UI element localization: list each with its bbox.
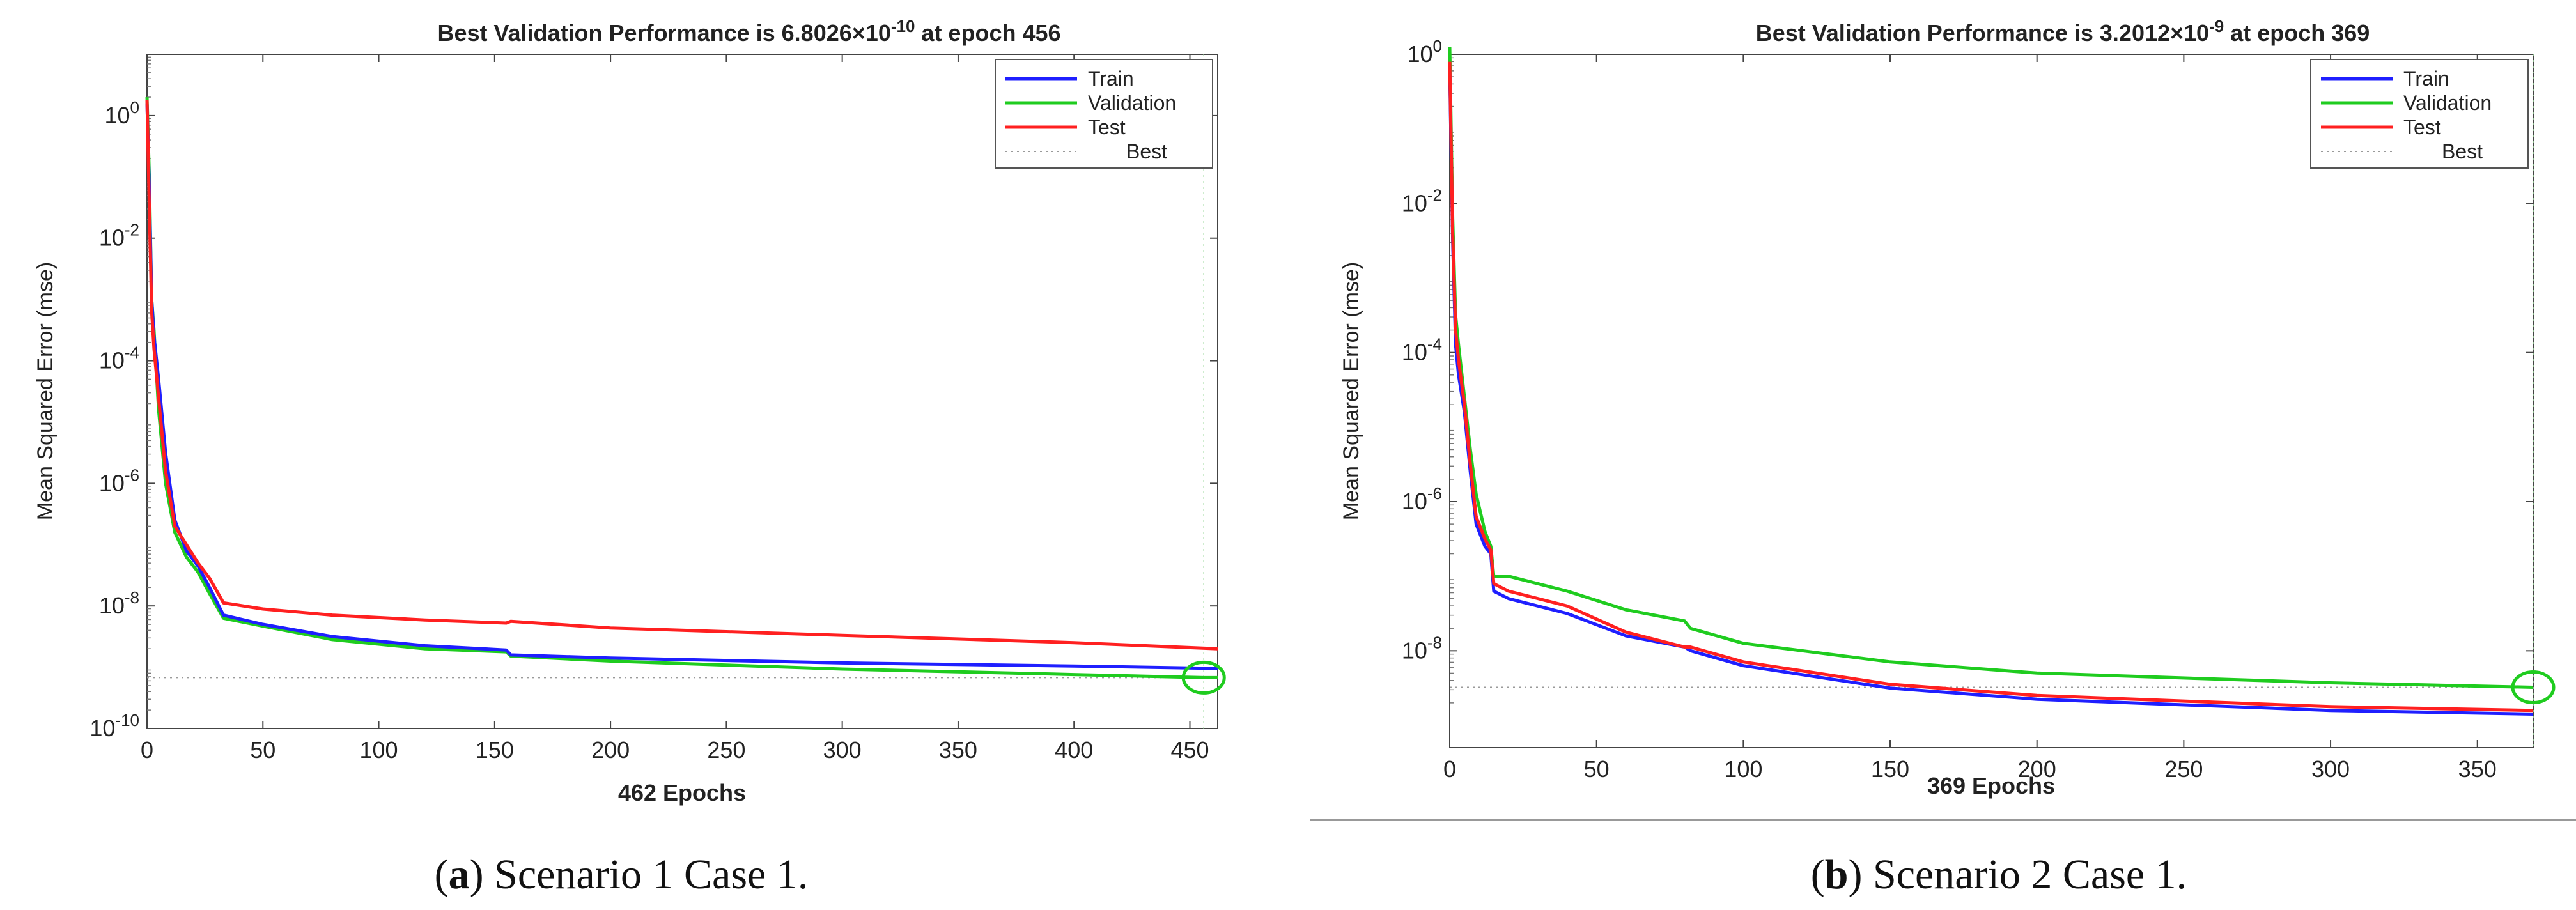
- chart-b-xtick-label: 50: [1584, 756, 1610, 782]
- chart-b-xtick-label: 100: [1724, 756, 1762, 782]
- chart-b-legend-label-best: Best: [2442, 140, 2483, 163]
- chart-a-ytick-label: 10-2: [99, 220, 139, 251]
- chart-a-ytick-label: 100: [104, 98, 139, 128]
- chart-b-xtick-label: 0: [1443, 756, 1456, 782]
- chart-b-title: Best Validation Performance is 3.2012×10…: [1756, 17, 2370, 46]
- chart-a-legend-label-train: Train: [1088, 67, 1134, 90]
- chart-a-legend-label-test: Test: [1088, 116, 1126, 139]
- chart-b-xtick-label: 250: [2164, 756, 2203, 782]
- caption-b: (b) Scenario 2 Case 1.: [1811, 851, 2187, 898]
- panel-b: Best Validation Performance is 3.2012×10…: [1310, 17, 2576, 821]
- chart-a-xtick-label: 250: [707, 737, 745, 763]
- chart-a-title: Best Validation Performance is 6.8026×10…: [437, 17, 1060, 46]
- chart-a-legend-label-best: Best: [1126, 140, 1167, 163]
- panel-a: Best Validation Performance is 6.8026×10…: [33, 17, 1226, 806]
- chart-a-xtick-label: 200: [591, 737, 630, 763]
- chart-a-xtick-label: 400: [1055, 737, 1093, 763]
- chart-b-legend-label-train: Train: [2403, 67, 2449, 90]
- chart-b-y-label: Mean Squared Error (mse): [1339, 262, 1363, 520]
- chart-a-ytick-label: 10-4: [99, 343, 139, 374]
- chart-a-xtick-label: 300: [823, 737, 862, 763]
- chart-a-x-ticks: 0 50 100 150 200 250 300 350 400 450: [141, 54, 1209, 763]
- chart-b-series-test: [1448, 61, 2534, 713]
- chart-a-xtick-label: 150: [476, 737, 514, 763]
- chart-b-y-ticks: 100 10-2 10-4 10-6 10-8: [1402, 36, 2533, 704]
- chart-a-series: [145, 54, 1226, 729]
- chart-b-legend-label-validation: Validation: [2403, 91, 2492, 114]
- chart-b-ytick-label: 10-2: [1402, 185, 1442, 216]
- chart-a-ytick-label: 10-8: [99, 588, 139, 619]
- chart-b-ytick-label: 100: [1407, 36, 1442, 67]
- chart-b-ytick-label: 10-6: [1402, 484, 1442, 514]
- chart-b-xtick-label: 350: [2458, 756, 2497, 782]
- chart-a-y-label: Mean Squared Error (mse): [33, 262, 58, 520]
- chart-b-x-ticks: 0 50 100 150 200 250 300 350: [1443, 54, 2497, 782]
- chart-a-legend-label-validation: Validation: [1088, 91, 1176, 114]
- chart-a-ytick-label: 10-6: [99, 465, 139, 496]
- chart-b-best-marker: [2511, 670, 2556, 704]
- chart-a-xtick-label: 350: [939, 737, 977, 763]
- chart-a-x-label: 462 Epochs: [618, 780, 746, 806]
- chart-a-xtick-label: 100: [360, 737, 398, 763]
- chart-b-ytick-label: 10-4: [1402, 335, 1442, 366]
- chart-b-series: [1448, 47, 2556, 748]
- chart-b-xtick-label: 300: [2311, 756, 2350, 782]
- chart-a-series-test: [145, 100, 1218, 651]
- chart-a-xtick-label: 50: [250, 737, 275, 763]
- chart-b-x-label: 369 Epochs: [1927, 773, 2055, 799]
- chart-a-xtick-label: 0: [141, 737, 153, 763]
- chart-a-best-marker: [1181, 660, 1226, 695]
- chart-b-xtick-label: 150: [1871, 756, 1909, 782]
- chart-b-xtick-label: 200: [2018, 756, 2056, 782]
- caption-a: (a) Scenario 1 Case 1.: [435, 851, 809, 898]
- chart-b-ytick-label: 10-8: [1402, 633, 1442, 663]
- chart-a-xtick-label: 450: [1170, 737, 1209, 763]
- chart-b-series-train: [1448, 69, 2534, 716]
- chart-a-y-ticks: 100 10-2 10-4 10-6 10-8 10-10: [89, 56, 1218, 741]
- chart-a-ytick-label: 10-10: [89, 711, 139, 741]
- chart-b-legend-label-test: Test: [2403, 116, 2441, 139]
